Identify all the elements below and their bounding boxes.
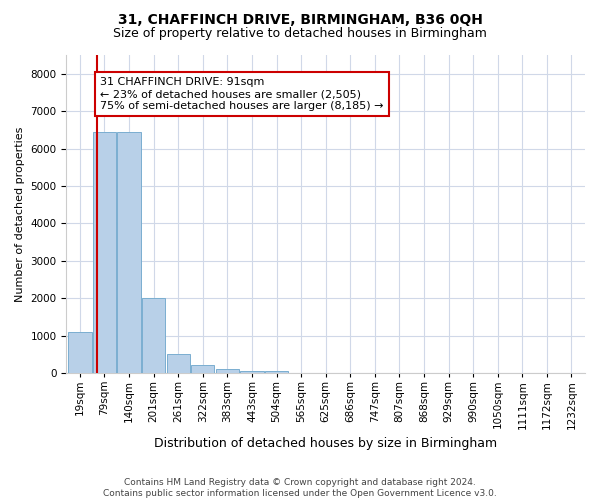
X-axis label: Distribution of detached houses by size in Birmingham: Distribution of detached houses by size …	[154, 437, 497, 450]
Bar	[191, 364, 214, 373]
Text: 31 CHAFFINCH DRIVE: 91sqm
← 23% of detached houses are smaller (2,505)
75% of se: 31 CHAFFINCH DRIVE: 91sqm ← 23% of detac…	[100, 78, 384, 110]
Bar	[93, 132, 116, 373]
Bar	[167, 354, 190, 373]
Y-axis label: Number of detached properties: Number of detached properties	[15, 126, 25, 302]
Bar	[118, 132, 141, 373]
Text: Contains HM Land Registry data © Crown copyright and database right 2024.
Contai: Contains HM Land Registry data © Crown c…	[103, 478, 497, 498]
Text: 31, CHAFFINCH DRIVE, BIRMINGHAM, B36 0QH: 31, CHAFFINCH DRIVE, BIRMINGHAM, B36 0QH	[118, 12, 482, 26]
Bar	[68, 332, 92, 373]
Bar	[142, 298, 166, 373]
Bar	[240, 370, 263, 373]
Bar	[216, 369, 239, 373]
Text: Size of property relative to detached houses in Birmingham: Size of property relative to detached ho…	[113, 28, 487, 40]
Bar	[265, 372, 288, 373]
